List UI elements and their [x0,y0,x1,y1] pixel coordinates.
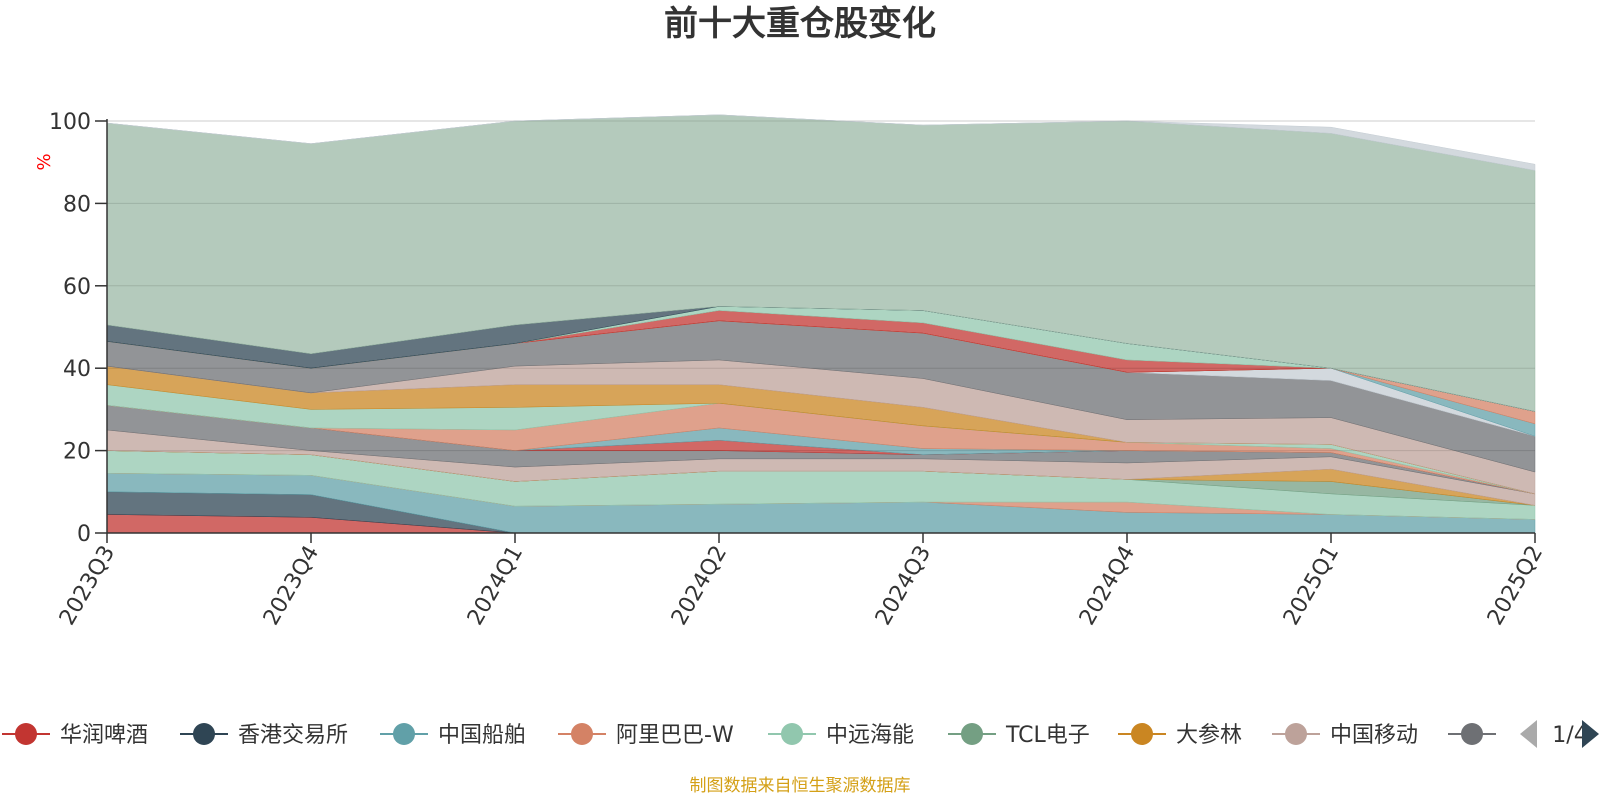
legend-item[interactable]: 香港交易所 [180,723,348,748]
legend-label: 华润啤酒 [60,723,148,748]
legend-marker-icon [1131,723,1153,745]
legend-marker-icon [781,723,803,745]
legend-item[interactable]: 华润啤酒 [2,723,148,748]
area-series-23 [106,114,1536,171]
legend-marker-icon [393,723,415,745]
legend-item[interactable]: 阿里巴巴-W [558,723,734,748]
x-tick-label: 2024Q2 [667,542,732,630]
x-tick-label: 2023Q3 [55,542,120,630]
area-series-group [106,114,1536,534]
legend-label: 中远海能 [826,723,914,748]
y-tick-label: 40 [63,357,91,382]
y-tick-label: 20 [63,440,91,465]
data-source-note: 制图数据来自恒生聚源数据库 [690,776,911,796]
legend-label: TCL电子 [1005,723,1090,748]
legend-marker-icon [15,723,37,745]
legend-label: 阿里巴巴-W [616,723,734,748]
legend-label: 中国船舶 [438,723,526,748]
legend-item[interactable]: 大参林 [1118,723,1242,748]
y-tick-label: 100 [49,110,91,135]
y-tick-label: 80 [63,192,91,217]
x-tick-label: 2025Q1 [1279,542,1344,630]
legend-marker-icon [571,723,593,745]
legend-label: 大参林 [1176,723,1242,748]
legend-item[interactable]: 中国船舶 [380,723,526,748]
y-axis-unit-label: % [34,153,55,170]
y-tick-label: 60 [63,275,91,300]
legend-marker-icon [193,723,215,745]
chart-title: 前十大重仓股变化 [664,4,936,44]
y-tick-label: 0 [77,522,91,547]
x-tick-label: 2023Q4 [259,542,324,630]
legend-item[interactable]: TCL电子 [948,723,1090,748]
legend-item[interactable]: 中远海能 [768,723,914,748]
legend-marker-icon [961,723,983,745]
x-tick-label: 2025Q2 [1483,542,1548,630]
legend-marker-icon [1461,723,1483,745]
legend[interactable]: 华润啤酒 香港交易所 中国船舶 阿里巴巴-W 中远海能 TCL电子 大参林 中国移动 1/4 [2,720,1599,748]
legend-next-page-icon[interactable] [1582,720,1599,748]
legend-page-indicator: 1/4 [1552,723,1587,748]
legend-item[interactable] [1448,723,1496,745]
x-tick-label: 2024Q4 [1075,542,1140,630]
legend-marker-icon [1285,723,1307,745]
x-tick-label: 2024Q1 [463,542,528,630]
x-tick-label: 2024Q3 [871,542,936,630]
legend-label: 香港交易所 [238,723,348,748]
legend-label: 中国移动 [1330,723,1418,748]
legend-prev-page-icon[interactable] [1520,720,1537,748]
legend-item[interactable]: 中国移动 [1272,723,1418,748]
